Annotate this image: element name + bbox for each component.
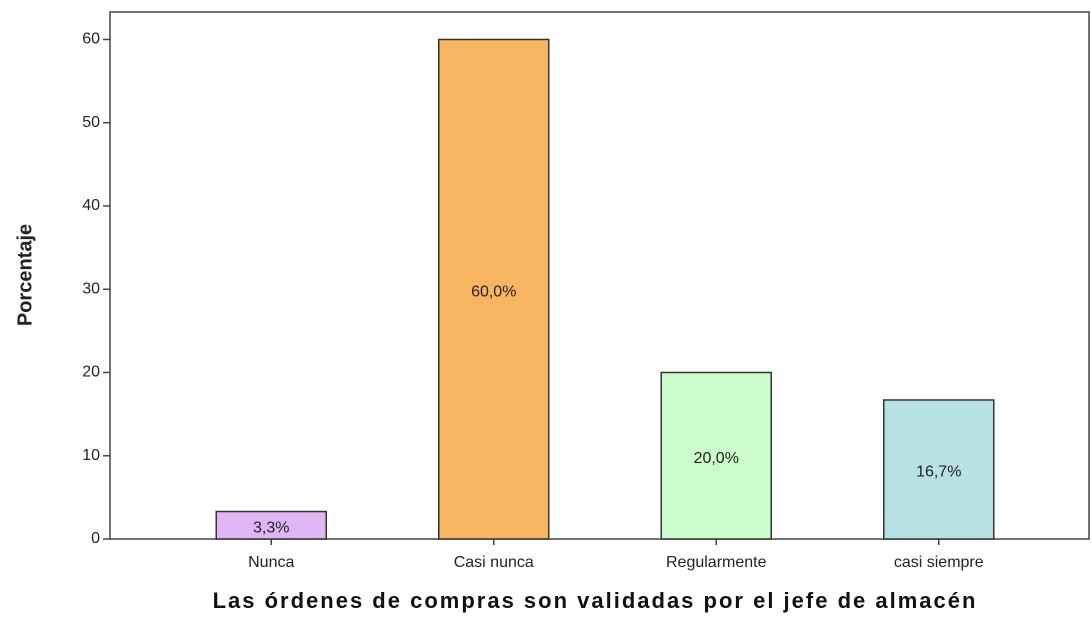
bar-value-label: 3,3% — [253, 519, 289, 536]
x-tick-label: Casi nunca — [454, 554, 534, 571]
x-tick-label: Nunca — [248, 554, 294, 571]
x-tick-label: casi siempre — [894, 554, 984, 571]
y-tick-label: 30 — [82, 280, 100, 297]
y-tick-label: 50 — [82, 114, 100, 131]
bar — [883, 399, 995, 540]
y-tick-label: 0 — [91, 530, 100, 547]
y-tick-label: 60 — [82, 31, 100, 48]
y-tick-label: 20 — [82, 364, 100, 381]
plot-frame — [109, 11, 1090, 540]
bar-value-label: 20,0% — [694, 450, 739, 467]
x-tick-label: Regularmente — [666, 554, 767, 571]
x-axis-title: Las órdenes de compras son validadas por… — [212, 588, 978, 613]
y-tick-label: 40 — [82, 197, 100, 214]
bar-value-label: 60,0% — [471, 283, 516, 300]
y-axis-title: Porcentaje — [14, 224, 36, 326]
bar — [438, 38, 550, 540]
y-tick-label: 10 — [82, 447, 100, 464]
bar-value-label: 16,7% — [916, 464, 961, 481]
bar — [215, 510, 327, 540]
bar — [660, 371, 772, 540]
